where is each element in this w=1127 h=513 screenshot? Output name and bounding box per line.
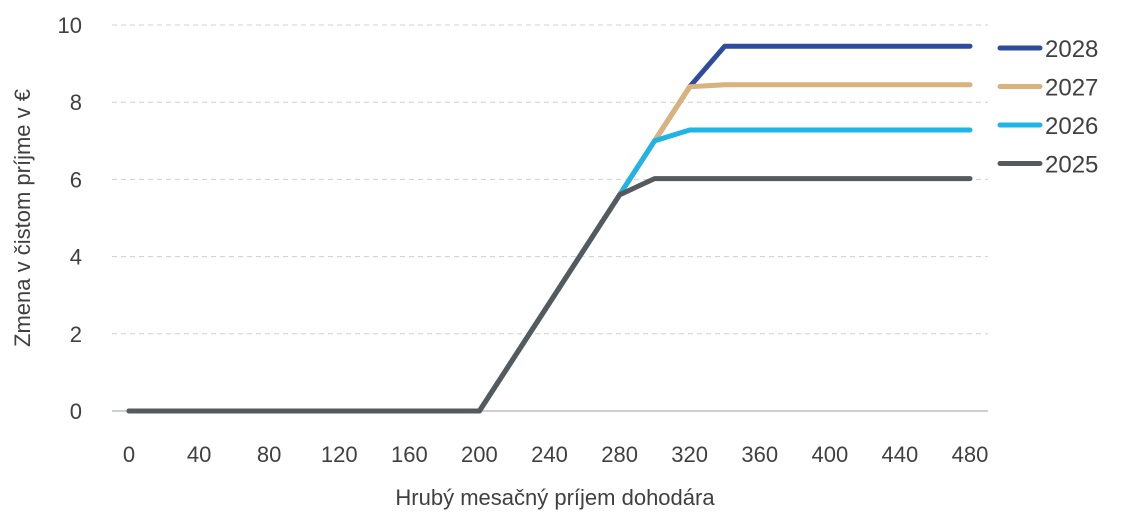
- x-tick-label: 200: [461, 442, 498, 467]
- y-tick-label: 10: [58, 13, 82, 38]
- x-tick-label: 480: [952, 442, 989, 467]
- series-line-2027: [126, 82, 973, 414]
- x-tick-label: 240: [531, 442, 568, 467]
- legend-label: 2025: [1045, 152, 1098, 179]
- x-axis-title: Hrubý mesačný príjem dohodára: [395, 485, 715, 510]
- x-tick-label: 0: [123, 442, 135, 467]
- x-tick-label: 320: [671, 442, 708, 467]
- x-tick-label: 80: [257, 442, 281, 467]
- legend-item-2026: 2026: [997, 113, 1098, 140]
- y-axis-title: Zmena v čistom príjme v €: [10, 89, 35, 347]
- y-tick-label: 8: [70, 90, 82, 115]
- x-tick-label: 40: [187, 442, 211, 467]
- x-tick-label: 400: [811, 442, 848, 467]
- y-axis-ticks: 0 2 4 6 8 10: [58, 13, 82, 424]
- series-line-2026: [126, 127, 973, 414]
- legend-label: 2026: [1045, 113, 1098, 140]
- y-tick-label: 6: [70, 167, 82, 192]
- x-tick-label: 160: [391, 442, 428, 467]
- legend-item-2027: 2027: [997, 75, 1098, 102]
- y-tick-label: 4: [70, 245, 82, 270]
- legend: 2028 2027 2026 2025: [997, 36, 1098, 179]
- gridlines: [112, 24, 988, 412]
- y-tick-label: 2: [70, 322, 82, 347]
- x-tick-label: 280: [601, 442, 638, 467]
- y-tick-label: 0: [70, 399, 82, 424]
- legend-item-2025: 2025: [997, 152, 1098, 179]
- legend-item-2028: 2028: [997, 36, 1098, 63]
- series-line-2025: [126, 176, 973, 414]
- legend-label: 2028: [1045, 36, 1098, 63]
- x-tick-label: 120: [321, 442, 358, 467]
- x-tick-label: 360: [741, 442, 778, 467]
- legend-label: 2027: [1045, 75, 1098, 102]
- x-tick-label: 440: [882, 442, 919, 467]
- series-lines: [126, 43, 973, 414]
- x-axis-ticks: 0 40 80 120 160 200 240 280 320 360 400 440 480: [123, 442, 988, 467]
- series-line-2028: [126, 43, 973, 414]
